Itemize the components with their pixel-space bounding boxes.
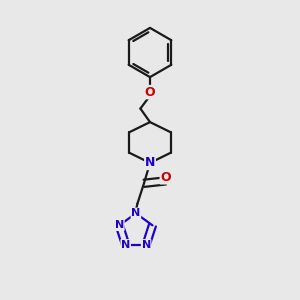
Text: N: N [131, 208, 140, 218]
Text: N: N [142, 240, 151, 250]
Text: N: N [115, 220, 124, 230]
Text: O: O [160, 171, 171, 184]
Text: O: O [145, 85, 155, 99]
Text: N: N [145, 156, 155, 170]
Text: N: N [121, 240, 130, 250]
